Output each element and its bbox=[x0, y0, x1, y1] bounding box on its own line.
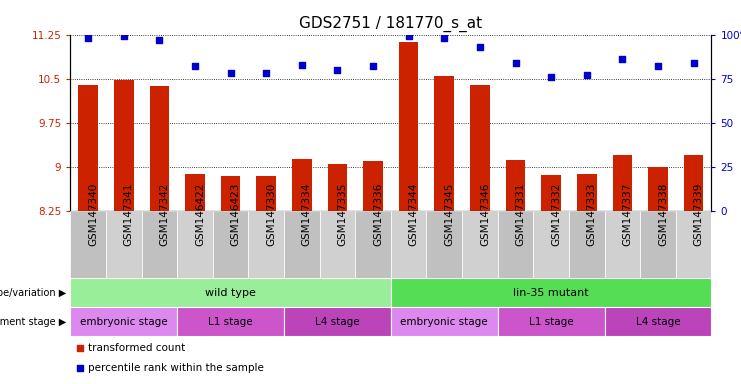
Bar bbox=[391, 307, 498, 336]
Bar bbox=[284, 211, 319, 278]
Point bbox=[225, 70, 236, 76]
Point bbox=[510, 60, 522, 66]
Bar bbox=[391, 278, 711, 307]
Point bbox=[652, 63, 664, 70]
Text: GSM147339: GSM147339 bbox=[694, 183, 703, 246]
Bar bbox=[319, 211, 355, 278]
Bar bbox=[462, 211, 498, 278]
Bar bbox=[498, 211, 534, 278]
Point bbox=[260, 70, 272, 76]
Text: GSM147344: GSM147344 bbox=[409, 183, 419, 246]
Text: GSM147331: GSM147331 bbox=[516, 183, 525, 246]
Bar bbox=[391, 211, 427, 278]
Bar bbox=[70, 278, 391, 307]
Text: GSM147346: GSM147346 bbox=[480, 183, 490, 246]
Point bbox=[74, 345, 86, 351]
Text: GSM147345: GSM147345 bbox=[445, 183, 454, 246]
Bar bbox=[470, 84, 490, 211]
Bar bbox=[363, 161, 383, 211]
Text: embryonic stage: embryonic stage bbox=[80, 316, 167, 327]
Text: genotype/variation ▶: genotype/variation ▶ bbox=[0, 288, 67, 298]
Point bbox=[688, 60, 700, 66]
Point bbox=[118, 33, 130, 40]
Bar bbox=[427, 211, 462, 278]
Bar bbox=[542, 175, 561, 211]
Bar bbox=[605, 211, 640, 278]
Bar bbox=[150, 86, 169, 211]
Text: lin-35 mutant: lin-35 mutant bbox=[514, 288, 589, 298]
Bar bbox=[399, 42, 419, 211]
Point bbox=[403, 33, 415, 40]
Text: GSM147334: GSM147334 bbox=[302, 183, 312, 246]
Bar bbox=[114, 81, 133, 211]
Text: GSM147340: GSM147340 bbox=[88, 183, 99, 246]
Bar bbox=[569, 211, 605, 278]
Text: GSM147342: GSM147342 bbox=[159, 183, 170, 246]
Point bbox=[153, 37, 165, 43]
Bar bbox=[70, 307, 177, 336]
Point bbox=[331, 67, 343, 73]
Bar bbox=[577, 174, 597, 211]
Bar bbox=[684, 155, 703, 211]
Bar bbox=[676, 211, 711, 278]
Bar bbox=[328, 164, 348, 211]
Bar bbox=[213, 211, 248, 278]
Text: percentile rank within the sample: percentile rank within the sample bbox=[88, 362, 265, 373]
Text: GSM146423: GSM146423 bbox=[230, 183, 241, 246]
Text: development stage ▶: development stage ▶ bbox=[0, 316, 67, 327]
Text: embryonic stage: embryonic stage bbox=[400, 316, 488, 327]
Point bbox=[367, 63, 379, 70]
Bar bbox=[221, 177, 240, 211]
Text: transformed count: transformed count bbox=[88, 343, 185, 353]
Point bbox=[581, 72, 593, 78]
Bar bbox=[640, 211, 676, 278]
Point bbox=[189, 63, 201, 70]
Point bbox=[617, 56, 628, 62]
Text: L1 stage: L1 stage bbox=[529, 316, 574, 327]
Bar bbox=[177, 211, 213, 278]
Bar bbox=[613, 155, 632, 211]
Bar bbox=[79, 84, 98, 211]
Text: GSM147337: GSM147337 bbox=[622, 183, 632, 246]
Bar bbox=[284, 307, 391, 336]
Point bbox=[545, 74, 557, 80]
Bar bbox=[434, 76, 454, 211]
Bar bbox=[498, 307, 605, 336]
Title: GDS2751 / 181770_s_at: GDS2751 / 181770_s_at bbox=[299, 16, 482, 32]
Text: GSM146422: GSM146422 bbox=[195, 183, 205, 246]
Bar bbox=[292, 159, 312, 211]
Bar bbox=[177, 307, 284, 336]
Bar bbox=[605, 307, 711, 336]
Bar bbox=[185, 174, 205, 211]
Bar bbox=[505, 160, 525, 211]
Text: L4 stage: L4 stage bbox=[636, 316, 680, 327]
Text: GSM147332: GSM147332 bbox=[551, 183, 561, 246]
Point bbox=[296, 61, 308, 68]
Text: GSM147336: GSM147336 bbox=[373, 183, 383, 246]
Bar bbox=[648, 167, 668, 211]
Bar bbox=[106, 211, 142, 278]
Text: GSM147335: GSM147335 bbox=[337, 183, 348, 246]
Text: GSM147341: GSM147341 bbox=[124, 183, 134, 246]
Text: L4 stage: L4 stage bbox=[315, 316, 360, 327]
Text: wild type: wild type bbox=[205, 288, 256, 298]
Bar bbox=[256, 177, 276, 211]
Text: GSM147333: GSM147333 bbox=[587, 183, 597, 246]
Bar bbox=[355, 211, 391, 278]
Point bbox=[439, 35, 451, 41]
Point bbox=[474, 44, 486, 50]
Point bbox=[74, 365, 86, 371]
Bar bbox=[534, 211, 569, 278]
Bar bbox=[248, 211, 284, 278]
Bar bbox=[142, 211, 177, 278]
Text: GSM147338: GSM147338 bbox=[658, 183, 668, 246]
Point bbox=[82, 35, 94, 41]
Bar bbox=[70, 211, 106, 278]
Text: L1 stage: L1 stage bbox=[208, 316, 253, 327]
Text: GSM147330: GSM147330 bbox=[266, 183, 276, 246]
